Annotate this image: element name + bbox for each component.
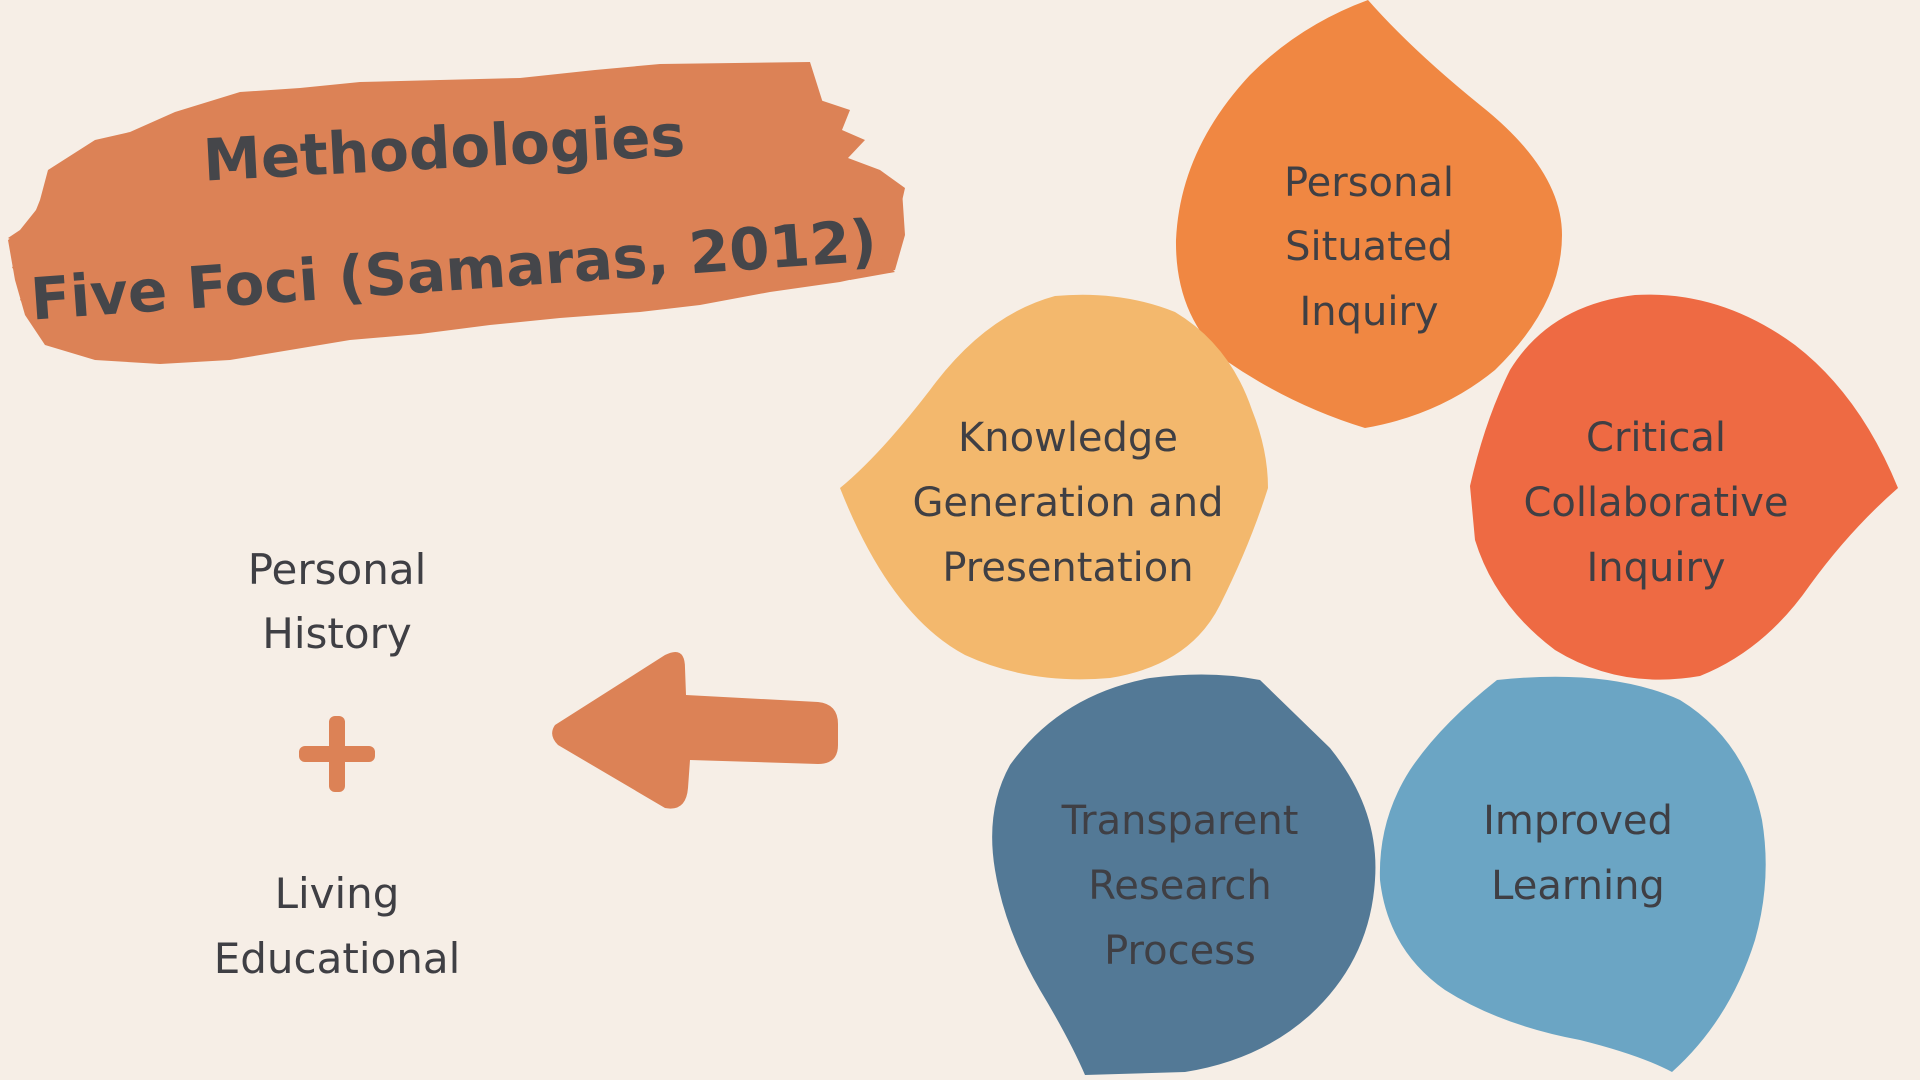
petal-right-line-2: Collaborative [1523, 480, 1788, 526]
petal-left-shape [840, 294, 1268, 680]
left-summary: Personal History Living Educational [214, 545, 461, 983]
petal-left-line-3: Presentation [942, 545, 1193, 591]
brush-stroke-fringe [8, 205, 66, 345]
left-arrow-icon [552, 651, 838, 809]
petal-right-line-3: Inquiry [1586, 545, 1725, 591]
five-foci-flower: Personal Situated Inquiry Knowledge Gene… [840, 0, 1898, 1075]
petal-right-line-1: Critical [1586, 415, 1726, 461]
petal-bottom-right-line-1: Improved [1483, 798, 1673, 844]
plus-icon [299, 716, 375, 792]
petal-right-shape [1470, 294, 1898, 680]
personal-history-line-1: Personal [248, 545, 427, 594]
petal-top-line-3: Inquiry [1299, 289, 1438, 335]
petal-bottom-right-line-2: Learning [1491, 863, 1665, 909]
petal-bottom-left-line-1: Transparent [1061, 798, 1299, 844]
petal-bottom-left-line-3: Process [1104, 928, 1256, 974]
title-banner: Methodologies Five Foci (Samaras, 2012) [8, 62, 905, 364]
petal-improved-learning: Improved Learning [1379, 676, 1766, 1072]
brush-stroke-shape [8, 62, 905, 364]
petal-knowledge-generation: Knowledge Generation and Presentation [840, 294, 1268, 680]
petal-left-line-2: Generation and [912, 480, 1223, 526]
petal-top-line-2: Situated [1285, 224, 1453, 270]
petal-personal-situated-inquiry: Personal Situated Inquiry [1175, 0, 1562, 428]
petal-left-line-1: Knowledge [958, 415, 1178, 461]
petal-transparent-research-process: Transparent Research Process [992, 674, 1376, 1075]
living-educational-line-2: Educational [214, 934, 461, 983]
petal-top-line-1: Personal [1284, 160, 1454, 206]
personal-history-line-2: History [262, 609, 411, 658]
petal-bottom-right-shape [1379, 676, 1766, 1072]
brush-stroke-fringe-right [820, 100, 905, 280]
living-educational-line-1: Living [275, 869, 400, 918]
petal-critical-collaborative-inquiry: Critical Collaborative Inquiry [1470, 294, 1898, 680]
petal-top-shape [1175, 0, 1562, 428]
petal-bottom-left-line-2: Research [1088, 863, 1271, 909]
petal-bottom-left-shape [992, 674, 1376, 1075]
